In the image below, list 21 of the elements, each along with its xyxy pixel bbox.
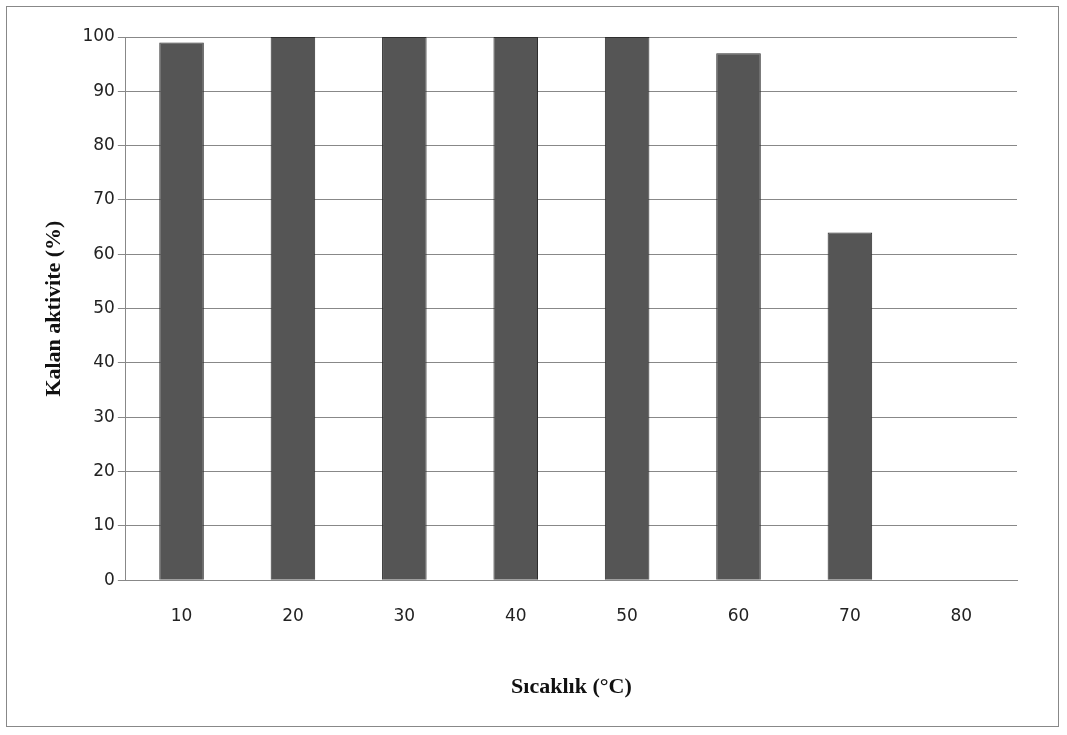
y-tick-label: 10 xyxy=(93,514,115,535)
y-tick-label: 40 xyxy=(93,351,115,372)
y-tick-label: 70 xyxy=(93,188,115,209)
y-tick-label: 60 xyxy=(93,242,115,263)
x-tick-label: 20 xyxy=(282,604,304,625)
y-tick-label: 80 xyxy=(93,134,115,155)
x-tick-label: 50 xyxy=(616,604,638,625)
x-tick-label: 60 xyxy=(727,604,750,625)
y-tick-label: 50 xyxy=(93,297,115,318)
x-tick-label: 80 xyxy=(950,604,973,625)
x-tick-label: 70 xyxy=(839,604,861,625)
y-tick-label: 30 xyxy=(93,405,115,426)
y-tick-label: 100 xyxy=(82,25,115,46)
x-tick-label: 40 xyxy=(504,604,527,625)
x-axis-title: Sıcaklık (°C) xyxy=(511,673,632,699)
x-tick-label: 10 xyxy=(170,604,193,625)
y-tick-label: 20 xyxy=(93,459,115,480)
y-tick-label: 90 xyxy=(93,79,115,100)
y-tick-label: 0 xyxy=(104,568,115,589)
y-axis-title: Kalan aktivite (%) xyxy=(39,220,65,397)
x-tick-label: 30 xyxy=(393,604,416,625)
